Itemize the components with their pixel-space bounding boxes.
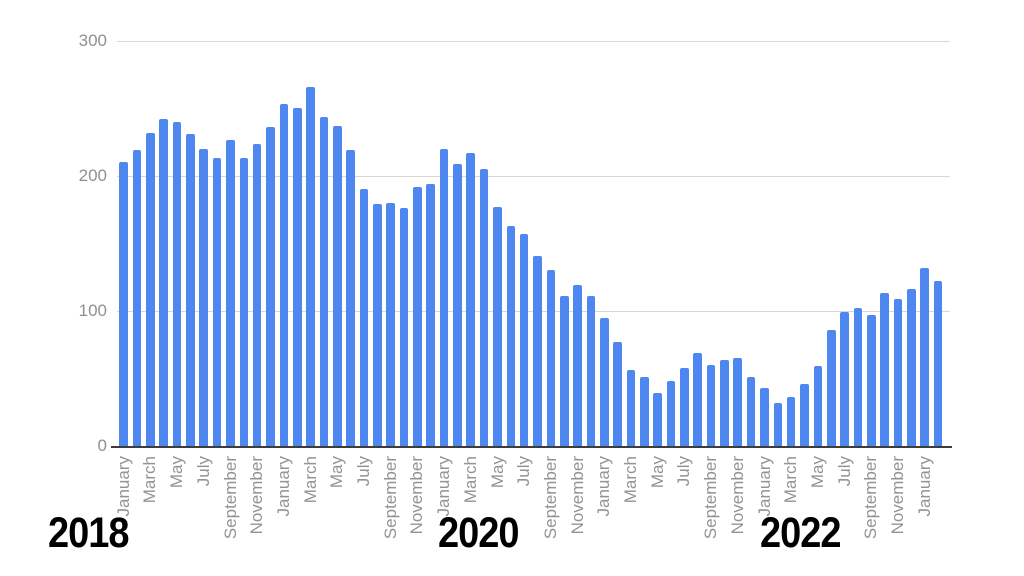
bar-may-2019[interactable] [332,126,342,446]
bar-mar-2021[interactable] [626,370,636,446]
year-label-2020: 2020 [438,509,520,557]
x-tick-label-jan-2021: January [594,456,614,517]
bar-jun-2022[interactable] [826,330,836,446]
bar-feb-2022[interactable] [773,403,783,446]
bar-nov-2018[interactable] [252,144,262,446]
y-tick-label-100: 100 [78,301,107,320]
x-tick-label-jan-2019: January [273,456,293,517]
bar-nov-2020[interactable] [573,285,582,446]
bar-apr-2020[interactable] [479,169,489,446]
bar-nov-2021[interactable] [733,358,743,446]
bar-aug-2018[interactable] [212,158,222,446]
bar-sep-2019[interactable] [386,203,395,446]
bar-oct-2021[interactable] [720,360,729,446]
bar-jan-2022[interactable] [760,388,769,446]
bar-jun-2018[interactable] [186,134,195,446]
bar-sep-2020[interactable] [546,270,556,446]
bar-dec-2022[interactable] [907,289,916,446]
x-tick-label-mar-2021: March [621,456,640,504]
bar-jul-2019[interactable] [359,189,369,446]
bar-jan-2019[interactable] [279,104,289,446]
x-tick-label-jul-2019: July [354,456,373,487]
bar-oct-2020[interactable] [559,296,569,446]
bar-dec-2018[interactable] [266,127,275,446]
year-label-2018: 2018 [48,509,130,557]
bar-aug-2021[interactable] [693,353,702,446]
bar-mar-2019[interactable] [306,87,315,446]
bar-may-2021[interactable] [653,393,662,446]
x-tick-label-nov-2020: November [567,456,587,535]
bar-aug-2019[interactable] [373,204,382,446]
bar-sep-2018[interactable] [226,140,235,446]
bar-apr-2022[interactable] [800,384,809,446]
bar-jun-2019[interactable] [346,150,355,446]
bar-oct-2022[interactable] [880,293,889,446]
bar-apr-2019[interactable] [319,117,329,446]
x-tick-label-sep-2022: September [861,456,881,540]
bar-dec-2021[interactable] [746,377,756,446]
x-tick-label-may-2019: May [327,456,347,489]
bar-feb-2019[interactable] [292,108,302,446]
x-tick-label-jan-2023: January [914,456,934,517]
bar-sep-2021[interactable] [706,365,716,446]
x-tick-label-jul-2018: July [193,456,213,487]
bar-dec-2019[interactable] [426,184,436,446]
x-tick-label-sep-2019: September [380,456,400,540]
x-tick-label-nov-2018: November [247,456,267,535]
bar-jul-2021[interactable] [680,368,689,446]
x-tick-label-jul-2021: July [674,456,694,487]
bar-sep-2022[interactable] [866,315,876,446]
bar-mar-2022[interactable] [786,397,796,446]
y-tick-label-0: 0 [97,436,107,455]
bar-nov-2022[interactable] [893,299,903,446]
y-tick-label-300: 300 [78,31,107,50]
bar-jul-2020[interactable] [519,234,529,446]
x-tick-label-mar-2019: March [300,456,320,504]
gridline-200 [117,176,950,177]
bar-may-2020[interactable] [493,207,502,446]
y-tick-label-200: 200 [78,166,107,185]
bar-jul-2018[interactable] [199,149,209,446]
x-tick-label-may-2018: May [167,456,187,489]
bar-aug-2020[interactable] [533,256,542,446]
bar-jul-2022[interactable] [840,312,849,446]
bar-dec-2020[interactable] [586,296,596,446]
bar-mar-2020[interactable] [466,153,476,446]
x-tick-label-mar-2018: March [140,456,160,504]
bar-apr-2018[interactable] [159,119,168,446]
bar-jan-2023[interactable] [920,268,929,446]
x-axis-line [111,446,952,448]
bar-aug-2022[interactable] [853,308,863,446]
bar-jun-2021[interactable] [666,381,676,446]
bar-oct-2018[interactable] [239,158,249,446]
plot-area[interactable] [117,41,950,446]
x-tick-label-nov-2019: November [407,456,427,535]
x-tick-label-sep-2018: September [220,456,240,540]
x-tick-label-nov-2022: November [888,456,907,535]
bar-feb-2018[interactable] [132,150,142,446]
x-tick-label-may-2021: May [647,456,667,489]
bar-feb-2021[interactable] [613,342,622,446]
bar-series [117,41,945,446]
bar-apr-2021[interactable] [640,377,649,446]
bar-feb-2020[interactable] [453,164,462,446]
bar-may-2022[interactable] [813,366,823,446]
year-label-2022: 2022 [760,509,842,557]
x-tick-label-sep-2020: September [540,456,560,540]
bar-jan-2018[interactable] [119,162,128,446]
gridline-300 [117,41,950,42]
bar-jan-2020[interactable] [439,149,449,446]
bar-jan-2021[interactable] [599,318,609,446]
bar-nov-2019[interactable] [413,187,422,446]
bar-feb-2023[interactable] [933,281,943,446]
bar-oct-2019[interactable] [399,208,409,446]
bar-may-2018[interactable] [172,122,182,446]
x-tick-label-sep-2021: September [701,456,721,540]
bar-jun-2020[interactable] [506,226,516,446]
x-tick-label-nov-2021: November [727,456,747,535]
bar-mar-2018[interactable] [146,133,155,446]
